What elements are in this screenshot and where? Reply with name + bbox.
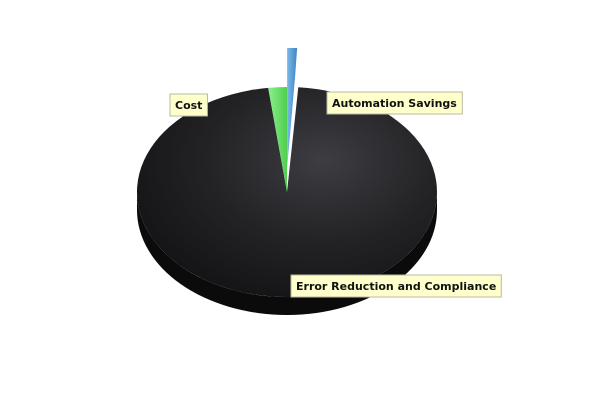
pie-label-automation-savings: Automation Savings xyxy=(326,91,463,115)
pie-slice-error-reduction-and-compliance xyxy=(137,87,437,298)
svg-text:Automation Savings: Automation Savings xyxy=(332,97,457,110)
pie-label-error-reduction-and-compliance: Error Reduction and Compliance xyxy=(290,274,502,298)
pie-labels: Automation Savings Error Reduction and Co… xyxy=(169,91,502,298)
pie-label-box xyxy=(290,274,502,298)
pie-label-box xyxy=(169,93,208,117)
pie-label-box xyxy=(326,91,463,115)
svg-text:Cost: Cost xyxy=(175,99,202,112)
pie-slice-automation-savings xyxy=(287,48,298,169)
pie-label-cost: Cost xyxy=(169,93,208,117)
svg-text:Error Reduction and Compliance: Error Reduction and Compliance xyxy=(296,280,496,293)
pie-slice-cost xyxy=(268,87,287,192)
